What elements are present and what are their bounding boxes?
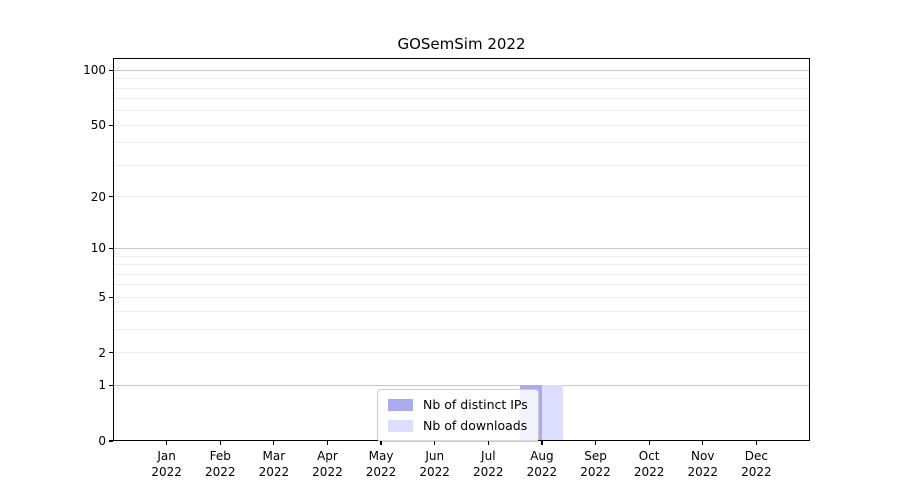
y-axis-tick bbox=[109, 69, 113, 72]
gridline-minor bbox=[113, 255, 810, 257]
gridline-minor bbox=[113, 311, 810, 313]
gridline-major bbox=[113, 247, 810, 249]
legend-row: Nb of distinct IPs bbox=[388, 397, 528, 413]
x-tick-month: Dec bbox=[744, 449, 768, 463]
x-tick-year: 2022 bbox=[151, 465, 182, 479]
x-tick-year: 2022 bbox=[312, 465, 343, 479]
bar-downloads bbox=[541, 385, 564, 441]
chart-title: GOSemSim 2022 bbox=[397, 35, 526, 53]
x-tick-month: May bbox=[368, 449, 394, 463]
x-tick-label: Oct 2022 bbox=[604, 448, 694, 480]
x-tick-year: 2022 bbox=[580, 465, 611, 479]
y-tick-label: 0 bbox=[98, 434, 106, 448]
x-axis-tick bbox=[219, 441, 221, 445]
gridline-major bbox=[113, 384, 810, 386]
y-tick-label: 10 bbox=[90, 241, 106, 256]
x-tick-label: Aug 2022 bbox=[497, 448, 587, 480]
legend-swatch-downloads bbox=[388, 420, 413, 432]
y-axis-tick bbox=[109, 296, 113, 298]
y-tick-label: 50 bbox=[90, 118, 106, 133]
x-tick-year: 2022 bbox=[204, 465, 236, 479]
x-axis-tick bbox=[541, 441, 543, 445]
x-tick-label: Nov 2022 bbox=[658, 448, 748, 480]
x-axis-tick bbox=[755, 441, 757, 445]
y-axis-tick bbox=[109, 384, 113, 386]
y-tick-label: 1 bbox=[98, 378, 106, 393]
x-tick-month: Apr bbox=[317, 449, 338, 463]
legend-label: Nb of distinct IPs bbox=[423, 397, 528, 412]
gridline-major bbox=[113, 69, 810, 71]
gridline-minor bbox=[113, 124, 810, 126]
x-tick-month: Mar bbox=[262, 449, 286, 463]
x-tick-year: 2022 bbox=[258, 465, 290, 479]
x-tick-label: Dec 2022 bbox=[711, 448, 801, 480]
gridline-minor bbox=[113, 296, 810, 298]
x-tick-label: Mar 2022 bbox=[229, 448, 319, 480]
gridline-minor bbox=[113, 142, 810, 144]
x-tick-year: 2022 bbox=[365, 465, 397, 479]
x-tick-year: 2022 bbox=[419, 465, 450, 479]
gridline-minor bbox=[113, 264, 810, 266]
gridline-minor bbox=[113, 196, 810, 198]
x-axis-tick bbox=[380, 441, 382, 445]
x-axis-tick bbox=[594, 441, 597, 445]
x-axis-tick bbox=[273, 441, 275, 445]
y-axis-tick bbox=[109, 195, 113, 198]
gridline-minor bbox=[113, 284, 810, 286]
x-tick-label: May 2022 bbox=[336, 448, 426, 480]
y-axis-tick bbox=[109, 440, 113, 442]
gridline-minor bbox=[113, 78, 810, 80]
x-tick-label: Jun 2022 bbox=[390, 448, 480, 480]
x-tick-year: 2022 bbox=[526, 465, 558, 479]
x-tick-label: Jan 2022 bbox=[122, 448, 212, 480]
x-axis-tick bbox=[434, 441, 436, 445]
y-tick-label: 20 bbox=[90, 189, 106, 204]
x-axis-tick bbox=[648, 441, 650, 445]
x-tick-year: 2022 bbox=[633, 465, 665, 479]
x-tick-label: Feb 2022 bbox=[175, 448, 265, 480]
x-tick-label: Jul 2022 bbox=[443, 448, 533, 480]
legend: Nb of distinct IPs Nb of downloads bbox=[377, 389, 539, 442]
y-tick-label: 5 bbox=[98, 290, 106, 305]
x-axis-tick bbox=[702, 441, 704, 445]
legend-row: Nb of downloads bbox=[388, 418, 528, 434]
x-tick-label: Sep 2022 bbox=[551, 448, 641, 480]
gridline-minor bbox=[113, 110, 810, 112]
y-axis-tick bbox=[109, 352, 113, 354]
x-tick-month: Oct bbox=[638, 449, 660, 463]
gridline-minor bbox=[113, 329, 810, 331]
x-tick-month: Feb bbox=[209, 449, 231, 463]
x-tick-month: Sep bbox=[584, 449, 607, 463]
gridline-minor bbox=[113, 164, 810, 166]
y-axis-tick bbox=[109, 247, 113, 250]
x-axis-tick bbox=[326, 441, 329, 445]
legend-label: Nb of downloads bbox=[423, 418, 528, 433]
gridline-minor bbox=[113, 352, 810, 354]
x-tick-year: 2022 bbox=[741, 465, 772, 479]
plot-area: Nb of distinct IPs Nb of downloads bbox=[113, 58, 810, 442]
x-axis-tick bbox=[487, 441, 489, 445]
gridline-minor bbox=[113, 273, 810, 275]
y-tick-label: 2 bbox=[98, 345, 106, 360]
legend-swatch-distinct-ips bbox=[388, 399, 413, 411]
y-tick-label: 100 bbox=[83, 63, 106, 78]
x-tick-month: Jan bbox=[157, 449, 176, 463]
plot-frame bbox=[113, 58, 810, 441]
gridline-minor bbox=[113, 98, 810, 100]
x-tick-year: 2022 bbox=[473, 465, 504, 479]
gridline-minor bbox=[113, 87, 810, 89]
x-tick-year: 2022 bbox=[687, 465, 719, 479]
x-tick-month: Jul bbox=[481, 449, 496, 463]
x-axis-tick bbox=[166, 441, 168, 445]
y-axis-tick bbox=[109, 124, 113, 126]
x-tick-month: Nov bbox=[691, 449, 715, 463]
x-tick-month: Aug bbox=[530, 449, 554, 463]
x-tick-month: Jun bbox=[425, 449, 445, 463]
x-tick-label: Apr 2022 bbox=[282, 448, 372, 480]
